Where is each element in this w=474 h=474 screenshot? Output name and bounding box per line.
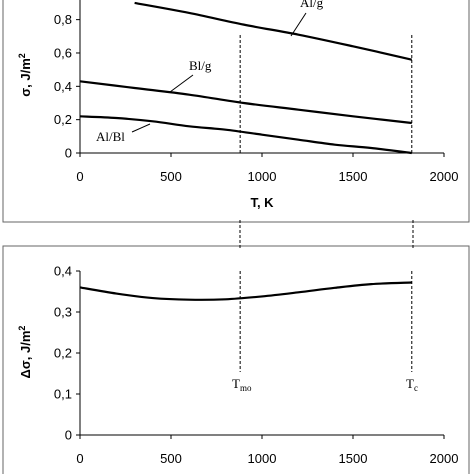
y-tick-label: 0,4 <box>54 264 72 279</box>
y-tick-label: 0,8 <box>54 12 72 27</box>
top-chart: 0 0,2 0,4 0,6 0,8 0 500 1000 1500 2000 T, K σ, J… <box>17 0 458 210</box>
top-x-axis-label: T, K <box>250 195 274 210</box>
y-tick-label: 0,4 <box>54 79 72 94</box>
y-tick-label: 0,1 <box>54 387 72 402</box>
y-tick-label: 0,2 <box>54 112 72 127</box>
x-tick-label: 0 <box>76 169 83 184</box>
top-panel-frame <box>2 0 470 223</box>
x-tick-label: 500 <box>160 169 182 184</box>
bottom-chart: 00,10,20,30,4 0 500 1000 1500 2000 Δσ, J/m2 … <box>17 264 458 467</box>
series-label-al-g: Al/g <box>300 0 324 10</box>
y-tick-label: 0,3 <box>54 305 72 320</box>
series-line-bl-g <box>79 80 412 125</box>
bottom-y-axis-label: Δσ, J/m2 <box>17 326 33 379</box>
y-tick-label: 0,6 <box>54 45 72 60</box>
x-tick-label: 1000 <box>248 451 277 466</box>
y-tick-label: 0 <box>65 428 72 443</box>
x-tick-label: 0 <box>76 451 83 466</box>
x-tick-label: 1500 <box>339 169 368 184</box>
x-tick-label: 1000 <box>248 169 277 184</box>
top-y-axis-label: σ, J/m2 <box>17 53 33 97</box>
x-tick-label: 2000 <box>430 169 459 184</box>
series-line-al-bl <box>79 115 412 155</box>
y-tick-label: 0,2 <box>54 346 72 361</box>
series-line-delta <box>79 281 412 301</box>
leader-bl-g <box>169 74 194 93</box>
x-tick-label: 2000 <box>430 451 459 466</box>
vline-label-tmo: Tmo <box>232 376 252 393</box>
x-tick-label: 500 <box>160 451 182 466</box>
series-label-al-bl: Al/Bl <box>96 129 125 144</box>
leader-al-g <box>290 12 307 37</box>
leader-al-bl <box>131 123 151 133</box>
bottom-panel-frame <box>2 245 470 474</box>
vline-label-tc: Tc <box>406 376 418 393</box>
x-tick-label: 1500 <box>339 451 368 466</box>
series-label-bl-g: Bl/g <box>189 58 212 73</box>
y-tick-label: 0 <box>65 146 72 161</box>
series-line-al-g <box>134 1 413 61</box>
